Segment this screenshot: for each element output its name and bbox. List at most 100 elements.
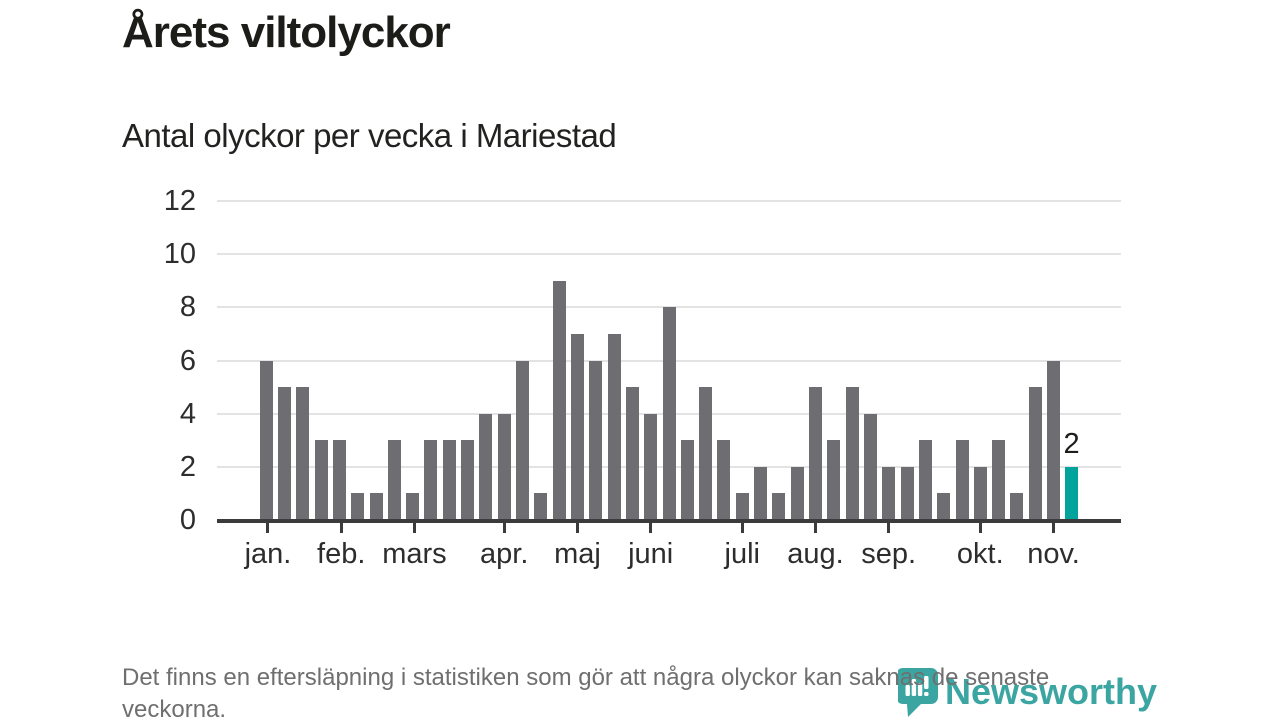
y-axis-label-12: 12 [163,185,196,217]
x-axis-baseline [217,519,1121,523]
x-axis-label-aug: aug. [787,538,844,570]
bar-slot-week-19 [587,201,605,520]
x-axis-label-jan: jan. [244,538,292,570]
x-axis-tick-apr [502,523,506,533]
x-axis-tick-juli [740,523,744,533]
bar-week-20 [607,333,621,520]
bar-week-5 [332,440,346,520]
x-axis-tick-jan [266,523,270,533]
x-axis-tick-aug [813,523,817,533]
x-axis-label-okt: okt. [956,538,1004,570]
bar-week-45 [1065,466,1079,520]
bar-slot-week-24 [678,201,696,520]
bar-slot-week-15 [513,201,531,520]
bar-slot-week-1 [257,201,275,520]
bar-slot-week-36 [898,201,916,520]
x-axis-tick-mars [412,523,416,533]
x-axis-tick-nov [1052,523,1056,533]
x-axis-label-mars: mars [382,538,447,570]
bar-week-41 [992,440,1006,520]
bar-week-19 [589,360,603,520]
chart-subtitle: Antal olyckor per vecka i Mariestad [122,117,617,154]
bar-week-9 [406,493,420,520]
footer-note: Det finns en eftersläpning i statistiken… [122,664,1050,720]
x-axis-tick-sep [887,523,891,533]
bar-slot-week-20 [605,201,623,520]
x-axis-label-sep: sep. [861,538,917,570]
bar-week-29 [772,493,786,520]
bar-week-24 [680,440,694,520]
bar-slot-week-35 [880,201,898,520]
bar-slot-week-34 [861,201,879,520]
bar-slot-week-22 [642,201,660,520]
x-axis-label-feb: feb. [317,538,366,570]
bar-week-22 [644,413,658,520]
bars-container: 2 [257,201,1081,520]
y-axis-label-2: 2 [179,450,196,483]
y-axis-label-6: 6 [179,344,196,377]
bar-week-32 [827,440,841,520]
bar-week-3 [296,387,310,520]
bar-week-8 [387,440,401,520]
bar-week-16 [534,493,548,520]
bar-week-11 [442,440,456,520]
bar-week-44 [1047,360,1061,520]
bar-week-37 [918,440,932,520]
bar-slot-week-45: 2 [1063,201,1081,520]
bar-slot-week-26 [715,201,733,520]
y-axis-label-10: 10 [163,238,196,271]
bar-week-25 [699,387,713,520]
y-axis-label-8: 8 [179,291,196,324]
bar-week-27 [735,493,749,520]
gridline-y-8 [217,306,1121,309]
bar-slot-week-43 [1026,201,1044,520]
bar-week-15 [516,360,530,520]
bar-slot-week-42 [1008,201,1026,520]
bar-slot-week-38 [935,201,953,520]
bar-slot-week-31 [806,201,824,520]
y-axis-label-4: 4 [179,397,196,430]
bar-slot-week-40 [971,201,989,520]
bar-week-31 [809,387,823,520]
bar-slot-week-7 [367,201,385,520]
bar-slot-week-21 [623,201,641,520]
bar-slot-week-25 [697,201,715,520]
bar-week-17 [552,280,566,520]
bar-week-13 [479,413,493,520]
y-axis-label-0: 0 [179,504,196,536]
newsworthy-wordmark: Newsworthy [945,671,1158,712]
bar-week-21 [625,387,639,520]
newsworthy-logo: Newsworthy [898,668,1157,718]
bar-slot-week-41 [990,201,1008,520]
bar-slot-week-23 [660,201,678,520]
x-axis-label-maj: maj [554,538,601,570]
bar-week-42 [1010,493,1024,520]
bar-slot-week-29 [770,201,788,520]
bar-slot-week-27 [733,201,751,520]
page-title: Årets viltolyckor [122,8,451,57]
bar-week-34 [863,413,877,520]
bar-week-35 [882,466,896,520]
bar-week-26 [717,440,731,520]
bar-slot-week-32 [825,201,843,520]
gridline-y-10 [217,253,1121,256]
bar-slot-week-39 [953,201,971,520]
bar-week-7 [369,493,383,520]
bar-week-40 [973,466,987,520]
bar-slot-week-5 [330,201,348,520]
bar-slot-week-14 [495,201,513,520]
bar-slot-week-4 [312,201,330,520]
bar-week-6 [351,493,365,520]
bar-slot-week-37 [916,201,934,520]
bar-slot-week-2 [275,201,293,520]
bar-week-28 [754,466,768,520]
bar-week-12 [461,440,475,520]
x-axis-label-juni: juni [628,538,674,570]
bar-slot-week-18 [568,201,586,520]
bar-slot-week-13 [477,201,495,520]
bar-slot-week-17 [550,201,568,520]
newsworthy-pin-bar-chart-icon [898,668,938,717]
x-axis-tick-feb [339,523,343,533]
bar-week-30 [790,466,804,520]
bar-slot-week-3 [294,201,312,520]
